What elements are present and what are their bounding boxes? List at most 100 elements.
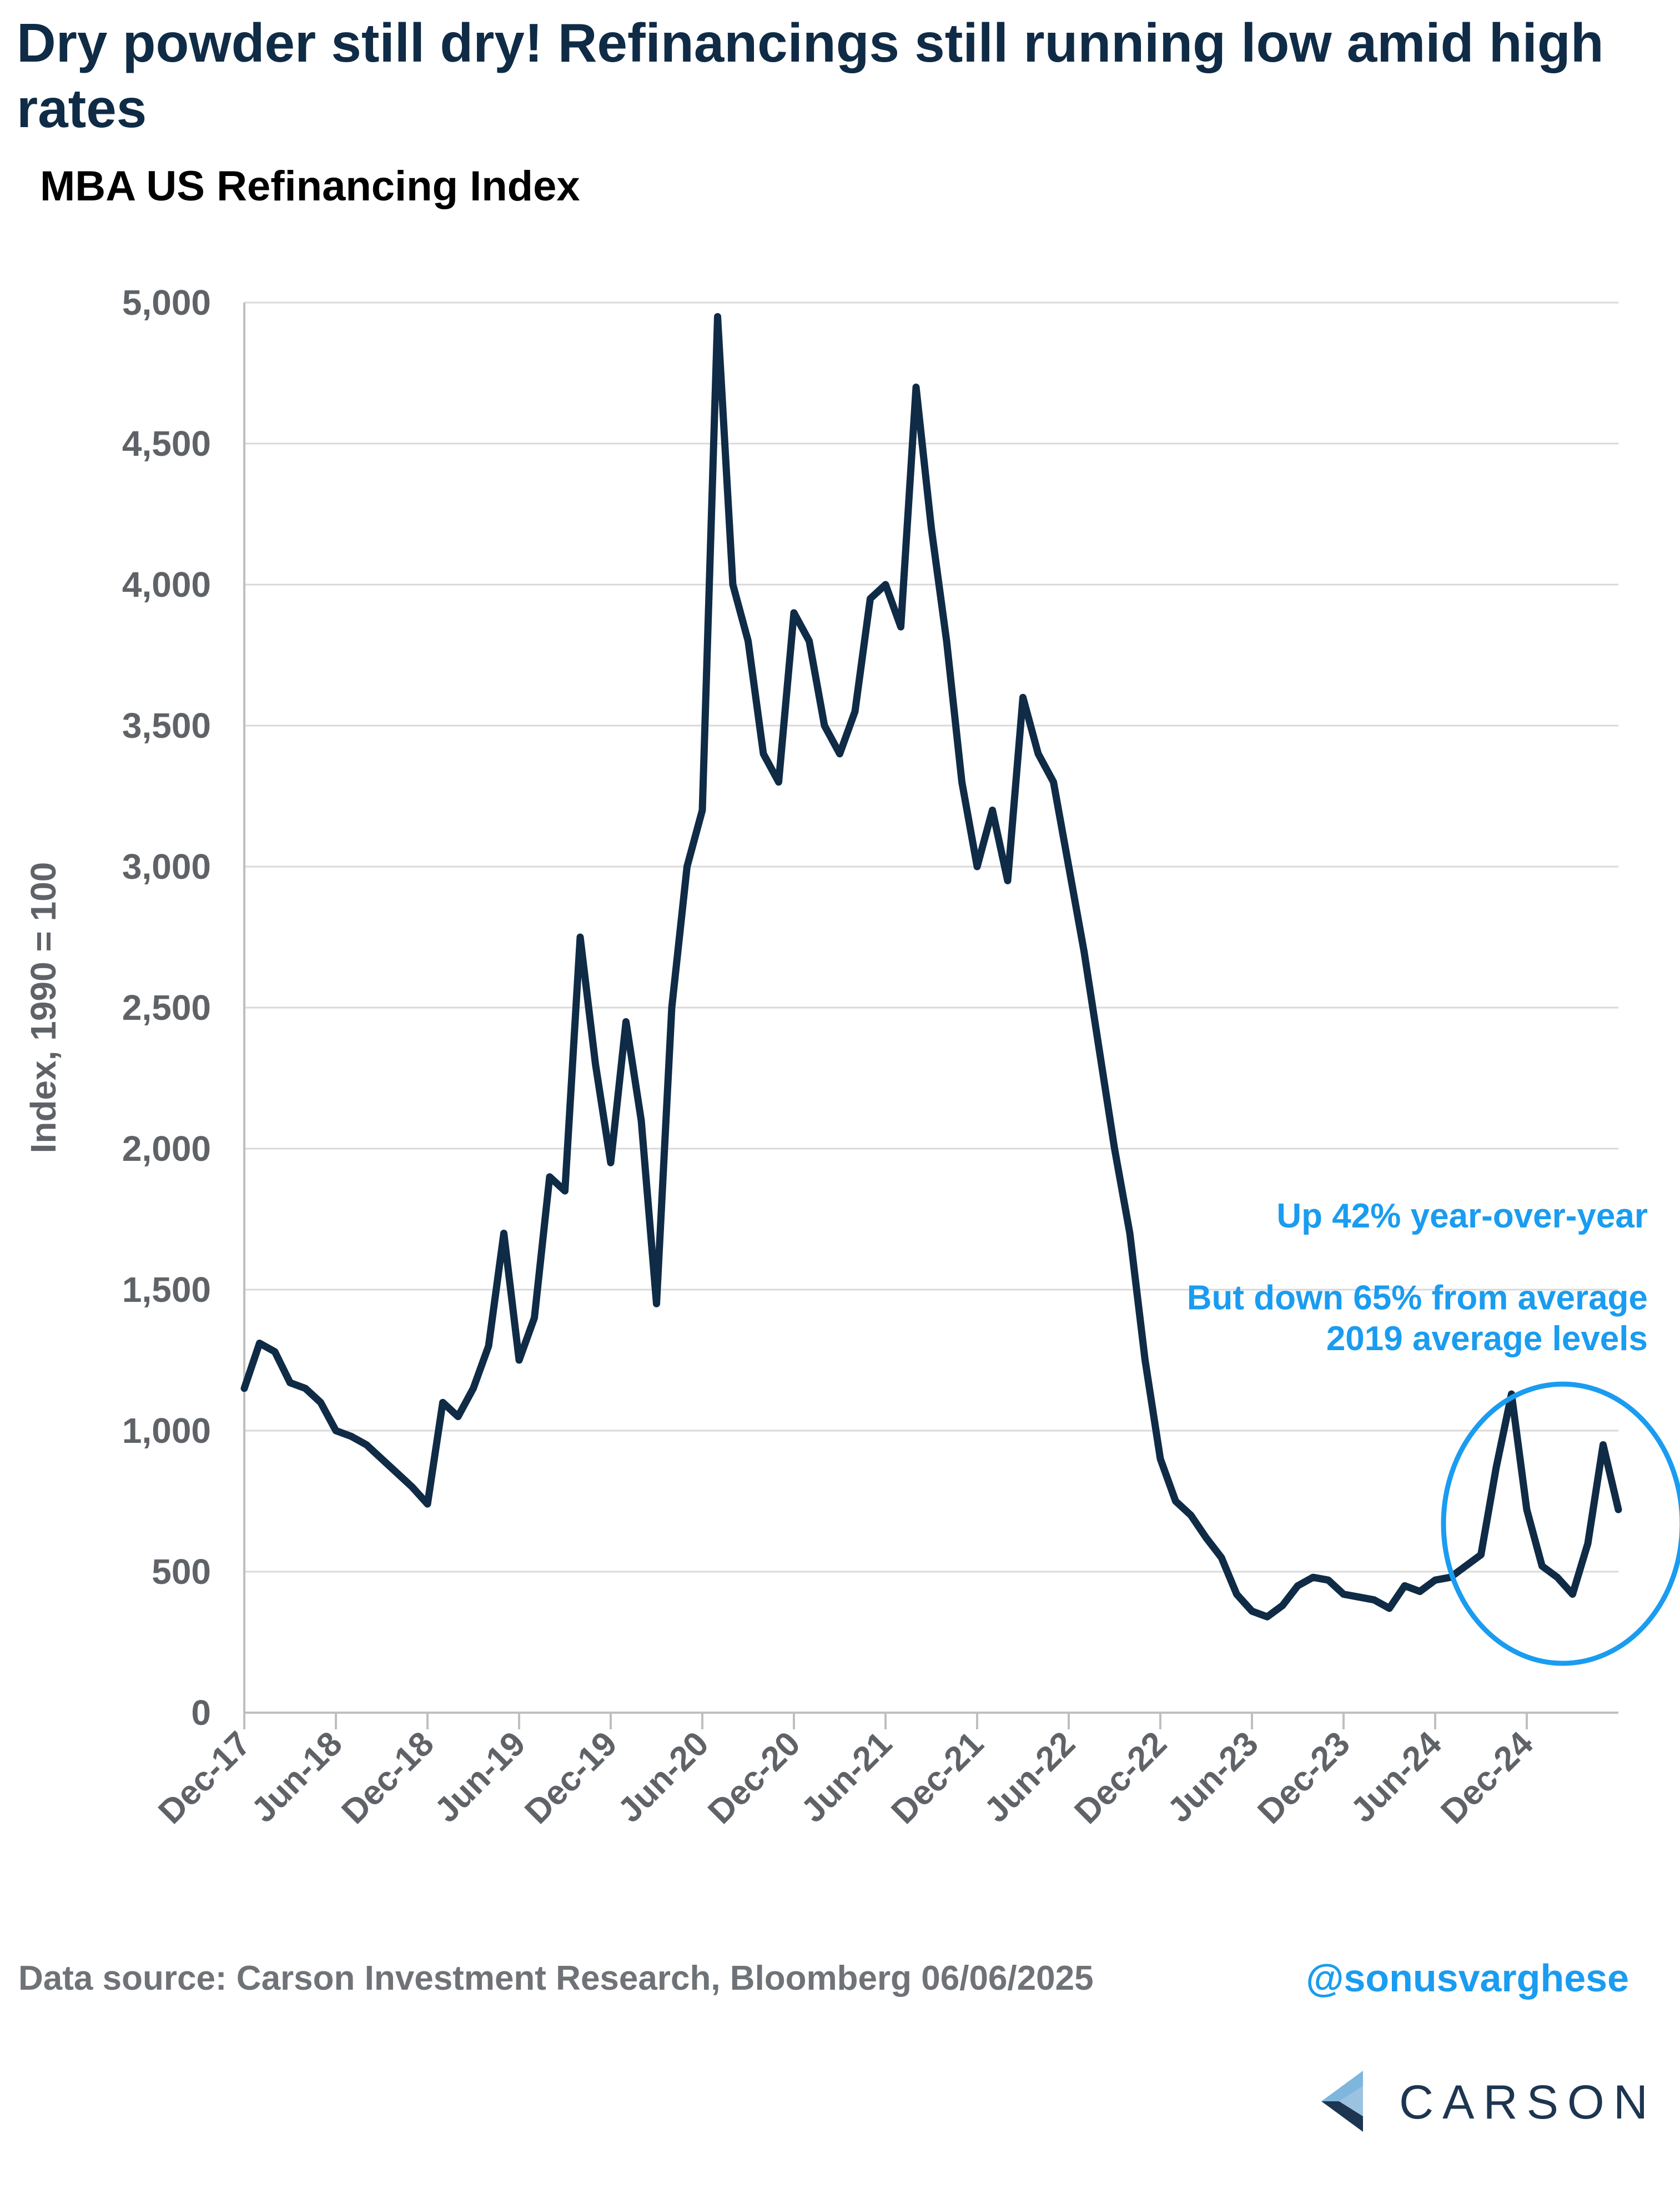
y-tick-label: 3,000 <box>122 847 211 887</box>
data-point <box>808 640 811 642</box>
data-point <box>289 1381 291 1384</box>
data-point <box>487 1345 490 1347</box>
data-point <box>655 1302 658 1305</box>
data-source-note: Data source: Carson Investment Research,… <box>18 1959 1094 1997</box>
x-tick-label: Dec-17 <box>151 1724 258 1831</box>
data-point <box>1404 1584 1406 1587</box>
x-tick-label: Jun-21 <box>794 1724 899 1830</box>
data-point <box>1022 696 1024 699</box>
data-point <box>518 1359 520 1361</box>
data-point <box>1266 1616 1269 1618</box>
data-point <box>594 1063 597 1065</box>
data-point <box>915 386 917 389</box>
data-point <box>1495 1466 1497 1468</box>
annotation-text: 2019 average levels <box>1326 1320 1648 1358</box>
y-tick-label: 1,500 <box>122 1270 211 1310</box>
data-point <box>1281 1604 1284 1607</box>
data-point <box>380 1457 383 1460</box>
data-point <box>1357 1596 1360 1598</box>
highlight-ellipse <box>1441 1381 1680 1666</box>
data-point <box>258 1342 261 1345</box>
data-point <box>1205 1537 1208 1539</box>
x-tick-label: Dec-22 <box>1067 1724 1174 1831</box>
x-tick-label: Jun-22 <box>977 1724 1083 1830</box>
data-point <box>1113 1148 1116 1150</box>
data-point <box>1068 865 1070 868</box>
annotations: Up 42% year-over-year But down 65% from a… <box>1187 1197 1648 1358</box>
data-point <box>1419 1590 1421 1593</box>
data-point <box>1052 781 1055 783</box>
data-point <box>610 1161 612 1164</box>
y-tick-label: 500 <box>152 1552 211 1592</box>
data-point <box>1556 1576 1558 1579</box>
data-point <box>1037 752 1039 755</box>
data-point <box>365 1443 368 1446</box>
data-point <box>732 583 734 586</box>
data-point <box>533 1316 536 1319</box>
data-point <box>1083 950 1085 953</box>
data-point <box>1602 1443 1604 1446</box>
data-point <box>716 315 719 318</box>
x-tick-label: Dec-20 <box>701 1724 808 1831</box>
data-point <box>1251 1610 1253 1613</box>
y-axis-ticks: 0 500 1,000 1,500 2,000 2,500 3,000 3,500 4,000 4… <box>122 283 211 1733</box>
data-point <box>1174 1500 1177 1502</box>
y-tick-label: 4,500 <box>122 424 211 464</box>
y-tick-label: 4,000 <box>122 565 211 605</box>
data-point <box>854 710 856 713</box>
gridlines <box>244 301 1618 1573</box>
data-point <box>945 640 948 642</box>
data-point <box>930 527 933 530</box>
data-point <box>625 1020 627 1023</box>
data-point <box>1007 879 1009 882</box>
data-point <box>426 1503 429 1506</box>
data-point <box>1296 1584 1299 1587</box>
data-point <box>502 1232 505 1235</box>
data-point <box>1480 1553 1482 1556</box>
x-tick-label: Dec-18 <box>334 1724 441 1831</box>
data-point <box>243 1387 245 1390</box>
x-tick-label: Dec-21 <box>884 1724 991 1831</box>
x-tick-label: Jun-19 <box>427 1724 533 1830</box>
y-axis-label: Index, 1990 = 100 <box>23 862 63 1154</box>
data-point <box>1541 1564 1543 1567</box>
data-point <box>793 611 795 614</box>
y-tick-label: 5,000 <box>122 283 211 323</box>
data-point <box>1144 1359 1146 1361</box>
data-point <box>1571 1593 1574 1596</box>
chart-subtitle: MBA US Refinancing Index <box>40 163 580 210</box>
y-tick-label: 2,000 <box>122 1129 211 1169</box>
data-point <box>960 781 963 783</box>
data-point <box>396 1472 398 1475</box>
data-point <box>762 752 764 755</box>
data-point <box>1434 1579 1436 1582</box>
data-point <box>1190 1514 1192 1517</box>
data-point <box>1235 1593 1238 1596</box>
data-point <box>1312 1576 1314 1579</box>
data-point <box>1220 1556 1223 1559</box>
data-point <box>976 865 978 868</box>
data-point <box>1587 1542 1589 1545</box>
data-point <box>335 1430 337 1432</box>
data-point <box>274 1350 276 1353</box>
x-axis-ticks: Dec-17Jun-18Dec-18Jun-19Dec-19Jun-20Dec-… <box>151 1713 1541 1831</box>
data-point <box>671 1007 673 1009</box>
chart-title: Dry powder still dry! Refinancings still… <box>17 12 1604 139</box>
carson-logo: CARSON <box>1310 2065 1648 2137</box>
data-point <box>1526 1508 1528 1511</box>
data-points <box>243 315 1619 1618</box>
data-point <box>304 1387 306 1390</box>
data-point <box>838 752 841 755</box>
data-point <box>1342 1593 1345 1596</box>
author-handle[interactable]: @sonusvarghese <box>1306 1956 1629 2000</box>
data-point <box>1373 1598 1375 1601</box>
data-point <box>457 1415 459 1418</box>
y-tick-label: 3,500 <box>122 706 211 746</box>
data-point <box>564 1190 566 1192</box>
data-point <box>579 936 581 938</box>
data-point <box>1327 1579 1330 1582</box>
data-point <box>1617 1508 1619 1511</box>
x-tick-label: Jun-23 <box>1160 1724 1266 1830</box>
data-point <box>899 626 902 628</box>
